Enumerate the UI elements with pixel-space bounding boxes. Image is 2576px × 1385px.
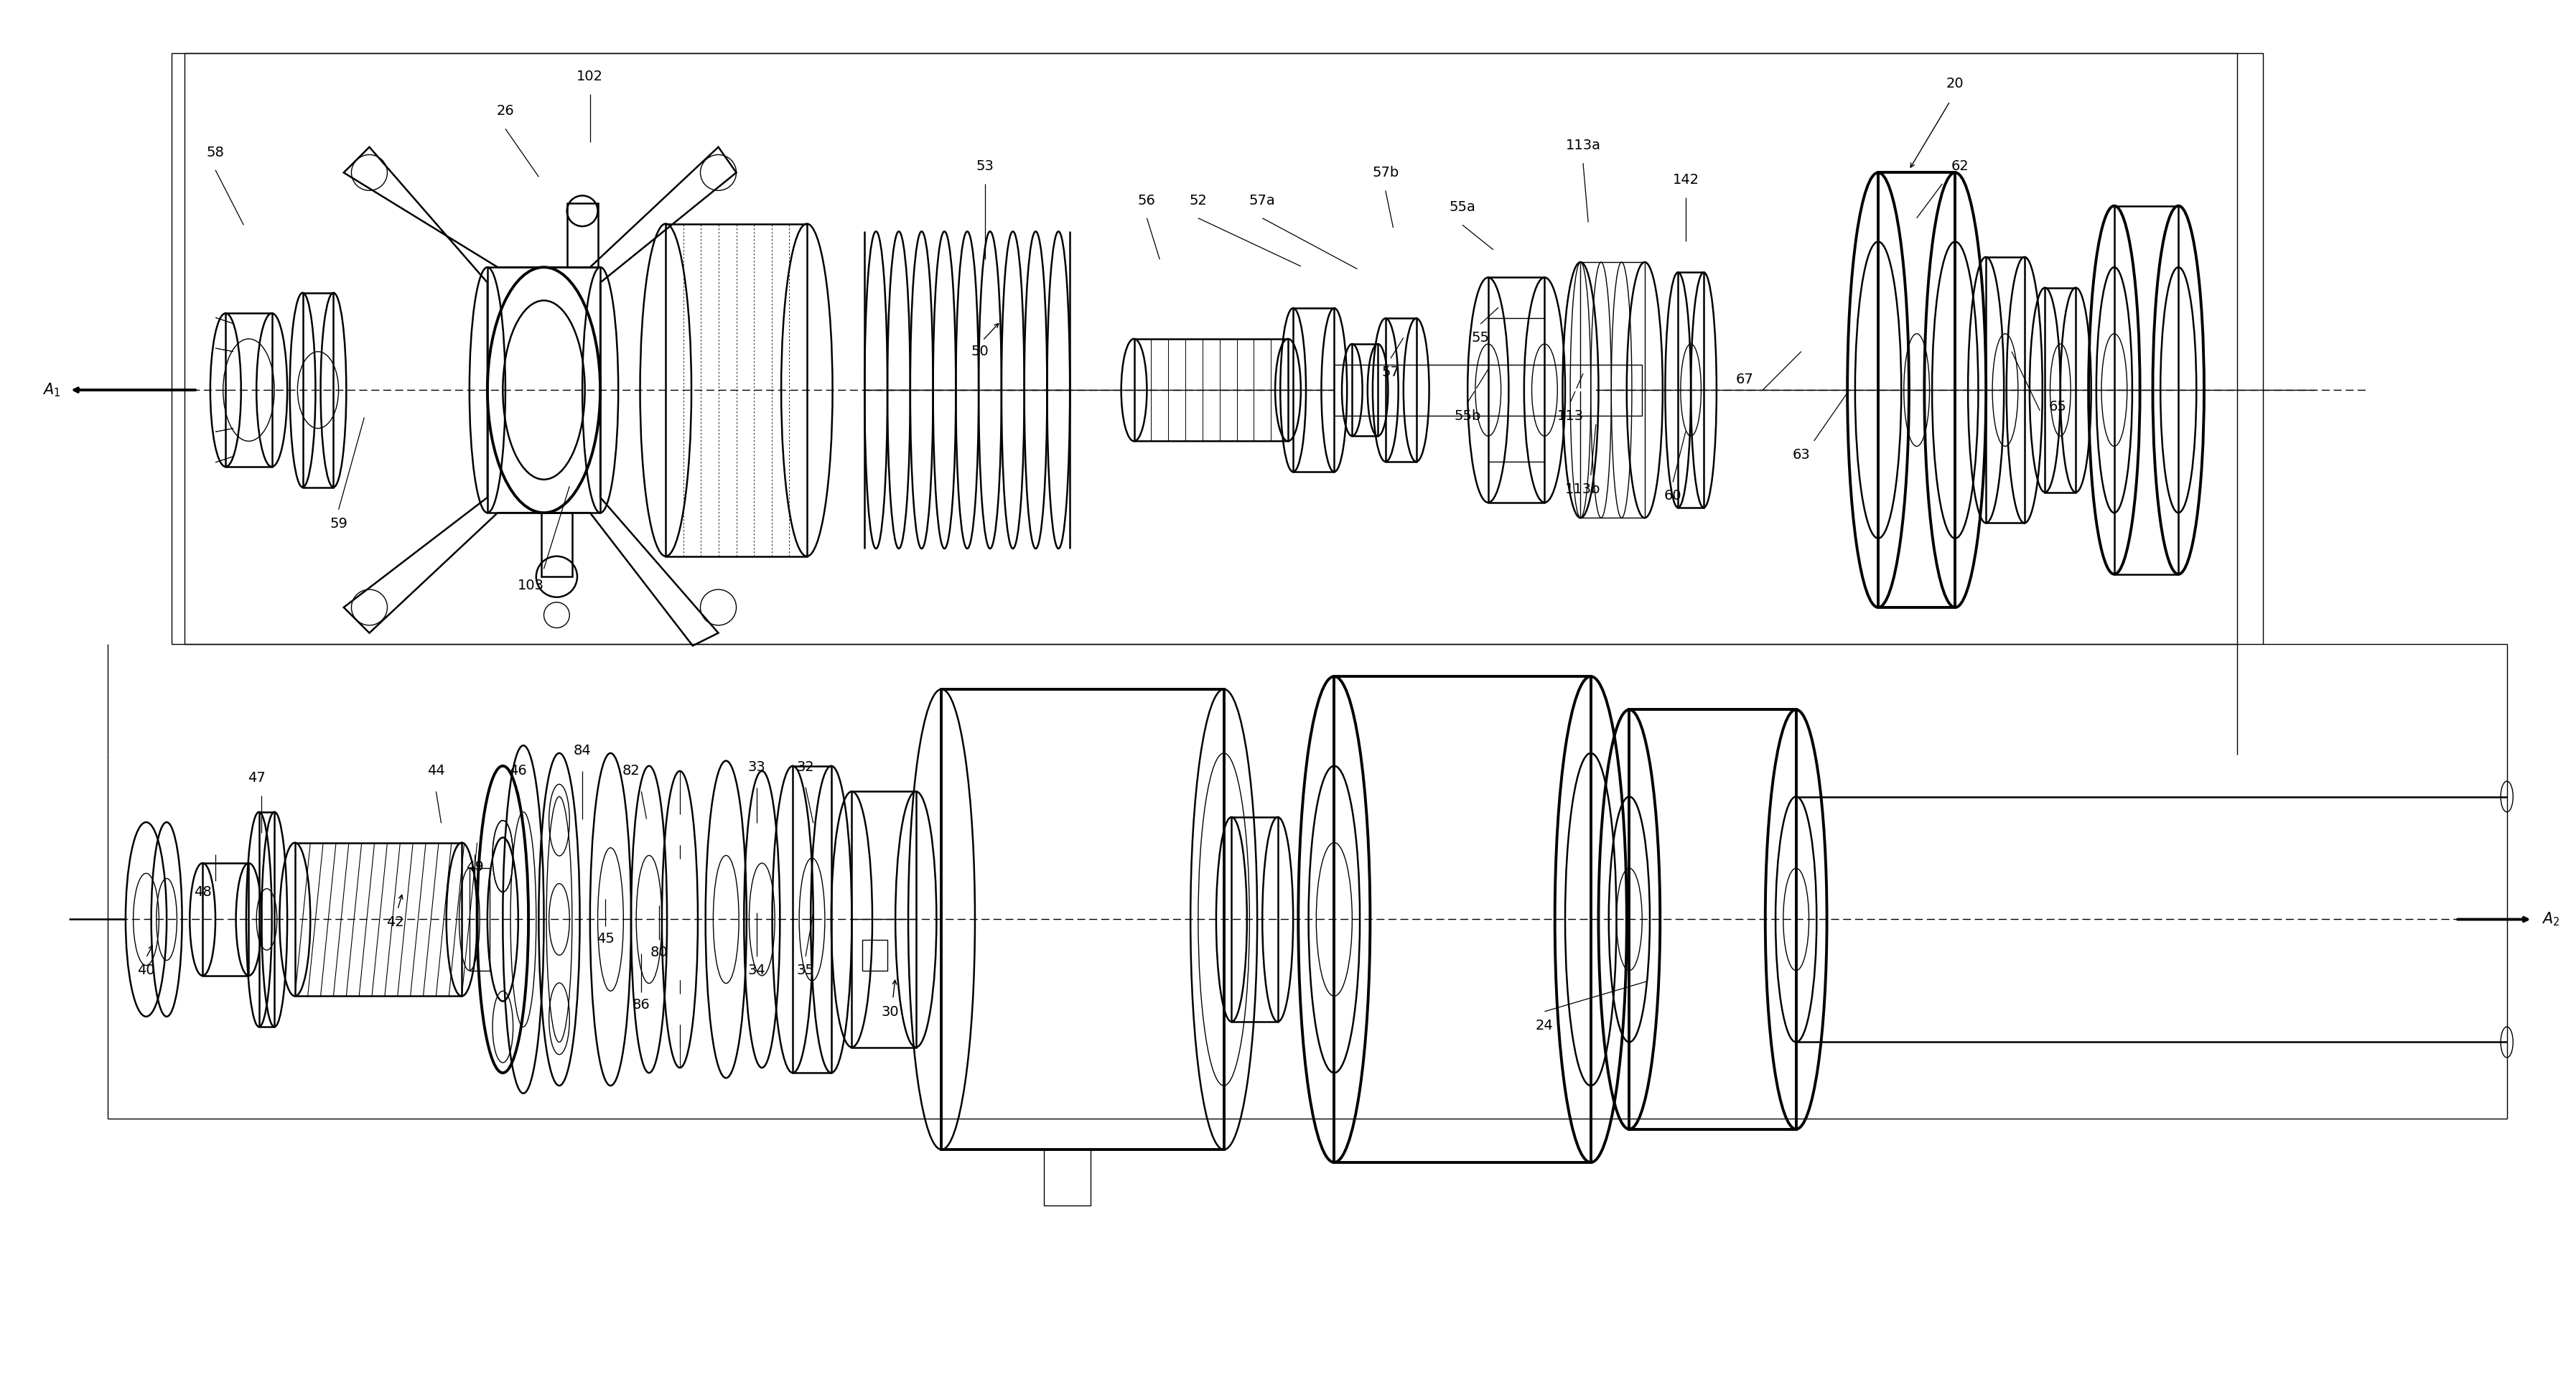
Text: 65: 65 xyxy=(2048,400,2066,414)
Text: 34: 34 xyxy=(747,964,765,978)
Text: $A_2$: $A_2$ xyxy=(2543,911,2561,928)
Text: 58: 58 xyxy=(206,145,224,159)
Text: 20: 20 xyxy=(1947,76,1963,90)
Text: 82: 82 xyxy=(623,765,639,778)
Text: 113: 113 xyxy=(1556,410,1584,422)
Bar xyxy=(185,53,2239,644)
Text: 30: 30 xyxy=(881,1006,899,1018)
Bar xyxy=(1352,343,1378,436)
Bar xyxy=(1133,339,1288,442)
Bar xyxy=(294,842,461,996)
Text: 50: 50 xyxy=(971,345,989,359)
Text: 45: 45 xyxy=(598,932,613,946)
Text: 67: 67 xyxy=(1736,373,1754,386)
Text: 46: 46 xyxy=(510,765,528,778)
Bar xyxy=(853,791,917,1047)
Text: 49: 49 xyxy=(466,860,484,874)
Bar xyxy=(793,766,832,1073)
Bar xyxy=(1582,262,1643,518)
Text: 47: 47 xyxy=(247,771,265,785)
Bar xyxy=(1986,258,2025,524)
Bar xyxy=(227,313,273,467)
Text: 53: 53 xyxy=(976,159,994,173)
Bar xyxy=(1628,709,1795,1129)
Text: 42: 42 xyxy=(386,915,404,929)
Bar xyxy=(469,868,489,971)
Text: $A_1$: $A_1$ xyxy=(41,381,59,399)
Bar xyxy=(1677,273,1703,508)
Bar xyxy=(665,224,806,557)
Text: 44: 44 xyxy=(428,765,446,778)
Text: 55a: 55a xyxy=(1450,201,1476,215)
Bar xyxy=(487,267,600,512)
Text: 48: 48 xyxy=(193,885,211,899)
Bar xyxy=(204,863,250,975)
Text: 80: 80 xyxy=(652,946,667,960)
Bar xyxy=(2045,288,2076,492)
Text: 57a: 57a xyxy=(1249,194,1275,208)
Bar xyxy=(1386,319,1417,461)
Text: 142: 142 xyxy=(1672,173,1700,187)
Text: 102: 102 xyxy=(577,69,603,83)
Bar xyxy=(1334,364,1641,416)
Bar xyxy=(1231,817,1278,1022)
Text: 57b: 57b xyxy=(1373,166,1399,180)
Bar xyxy=(541,512,572,576)
Text: 55: 55 xyxy=(1471,331,1489,345)
Bar xyxy=(943,690,1224,1150)
Text: 62: 62 xyxy=(1953,159,1968,173)
Text: 52: 52 xyxy=(1190,194,1208,208)
Text: 113b: 113b xyxy=(1566,482,1600,496)
Bar xyxy=(1334,676,1592,1162)
Text: 26: 26 xyxy=(497,104,515,118)
Text: 55b: 55b xyxy=(1455,410,1481,422)
Bar xyxy=(863,940,889,971)
Bar xyxy=(1489,277,1546,503)
Text: 59: 59 xyxy=(330,517,348,530)
Text: 60: 60 xyxy=(1664,489,1682,503)
Bar xyxy=(260,812,276,1026)
Text: 35: 35 xyxy=(796,964,814,978)
Bar xyxy=(173,53,2264,644)
Text: 63: 63 xyxy=(1793,447,1811,461)
Bar xyxy=(1043,1150,1090,1206)
Bar xyxy=(1878,173,1955,608)
Text: 24: 24 xyxy=(1535,1018,1553,1032)
Bar xyxy=(567,204,598,267)
Bar xyxy=(301,292,332,488)
Text: 33: 33 xyxy=(747,760,765,774)
Bar xyxy=(1293,307,1334,472)
Text: 113a: 113a xyxy=(1566,138,1600,152)
Bar xyxy=(2115,206,2179,575)
Text: 84: 84 xyxy=(574,744,592,758)
Text: 57: 57 xyxy=(1381,366,1399,379)
Text: 40: 40 xyxy=(137,964,155,978)
Text: 56: 56 xyxy=(1139,194,1157,208)
Text: 86: 86 xyxy=(634,999,649,1011)
Text: 32: 32 xyxy=(796,760,814,774)
Text: 103: 103 xyxy=(518,579,544,593)
